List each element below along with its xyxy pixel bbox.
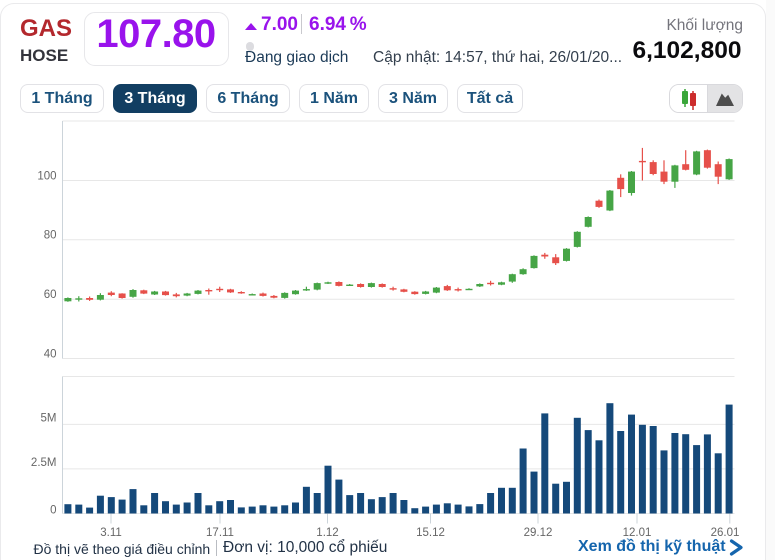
svg-text:60: 60: [44, 289, 57, 301]
svg-text:15.12: 15.12: [416, 527, 445, 539]
svg-text:12.01: 12.01: [623, 527, 652, 539]
svg-text:100: 100: [37, 170, 56, 182]
svg-text:17.11: 17.11: [206, 527, 234, 539]
svg-text:5M: 5M: [41, 412, 57, 424]
svg-text:80: 80: [44, 230, 57, 242]
svg-text:2.5M: 2.5M: [31, 457, 57, 469]
svg-text:29.12: 29.12: [524, 527, 553, 539]
svg-text:26.01: 26.01: [711, 527, 740, 539]
svg-text:0: 0: [50, 504, 56, 516]
svg-text:1.12: 1.12: [316, 527, 338, 539]
svg-text:40: 40: [44, 348, 57, 360]
svg-text:3.11: 3.11: [100, 527, 122, 539]
